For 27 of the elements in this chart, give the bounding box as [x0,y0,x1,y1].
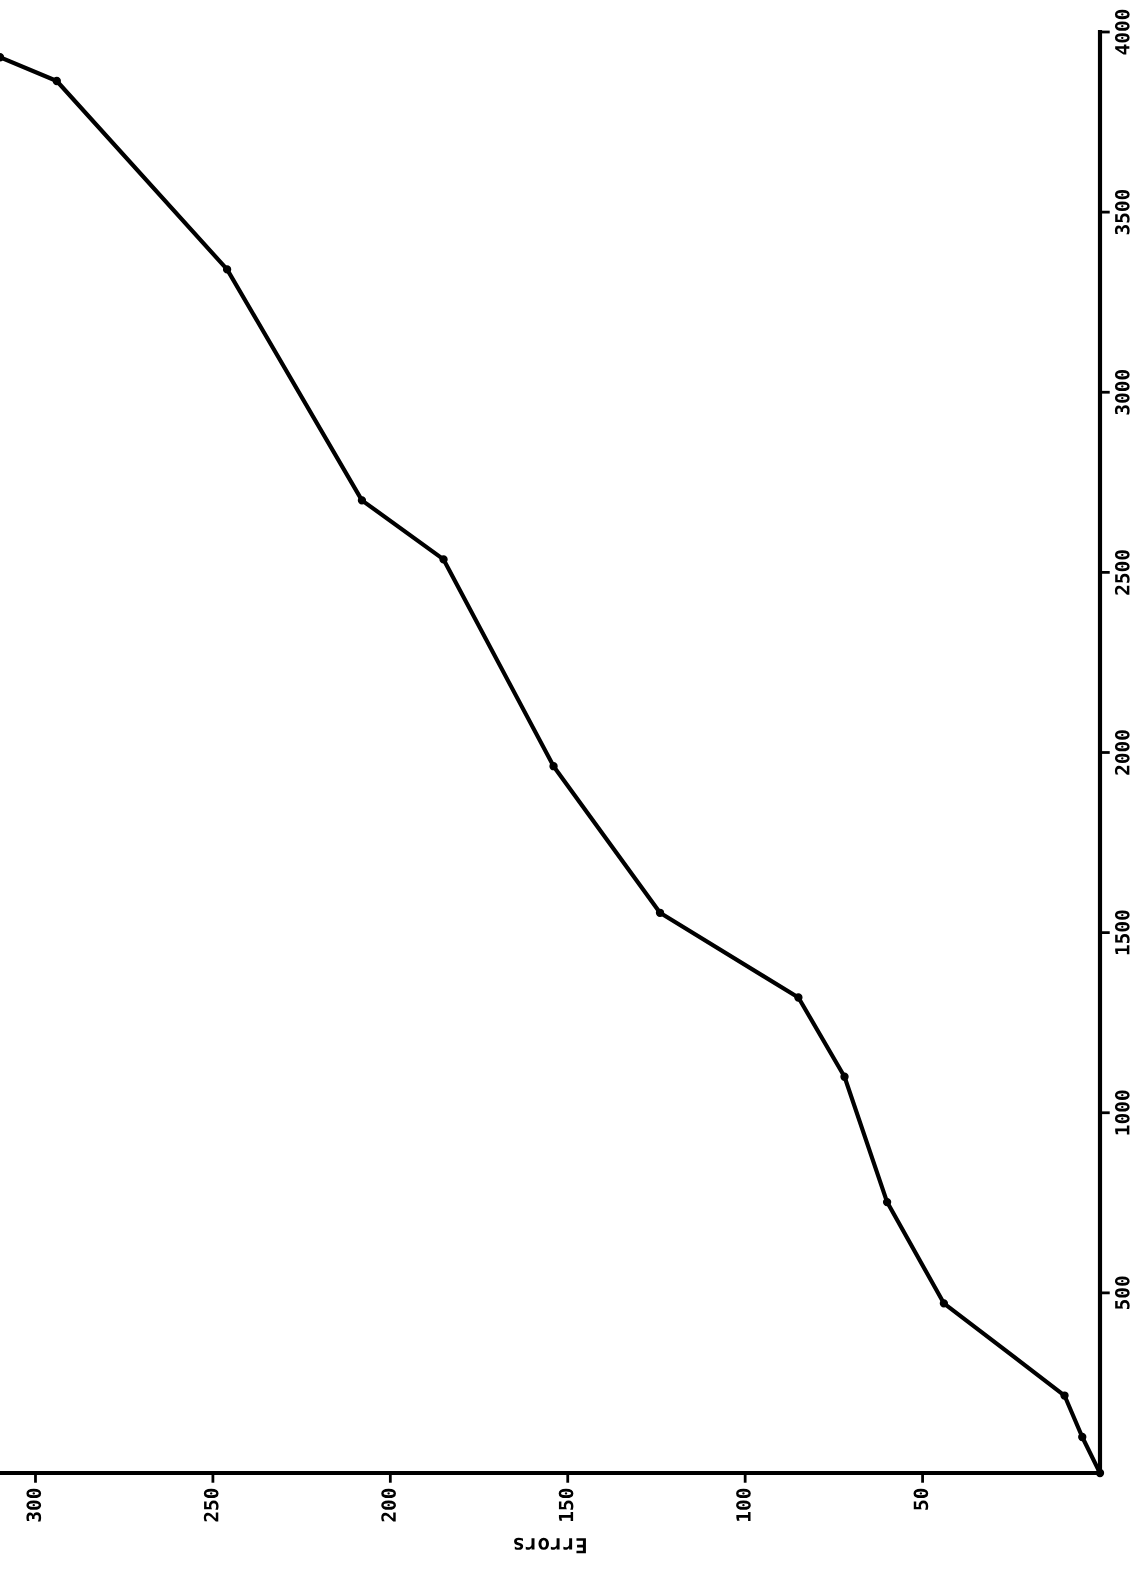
point [549,762,558,771]
y-tick-label: 500 [1114,1276,1130,1310]
x-tick-label: 50 [913,1488,929,1510]
y-tick-label: 1000 [1114,1090,1130,1135]
point [439,555,448,564]
point [1078,1432,1087,1442]
point [882,1197,892,1207]
point [222,265,232,274]
point [794,993,803,1002]
point [1060,1391,1069,1400]
x-tick-label: 200 [381,1488,396,1522]
x-tick-label: 300 [26,1488,42,1522]
point [357,496,367,505]
y-tick-label: 1500 [1114,910,1130,955]
y-tick-label: 4000 [1114,9,1130,55]
point [655,908,665,917]
point [840,1072,849,1081]
y-tick-label: 3500 [1114,189,1130,235]
point [939,1299,949,1308]
x-axis-title: Errors [514,1537,586,1554]
point [52,76,61,86]
y-tick-label: 2500 [1114,550,1130,595]
y-tick-label: 2000 [1114,730,1130,775]
y-tick-label: 3000 [1114,370,1130,415]
x-tick-label: 150 [558,1488,574,1521]
x-tick-label: 100 [736,1488,751,1521]
x-tick-label: 250 [203,1488,219,1522]
